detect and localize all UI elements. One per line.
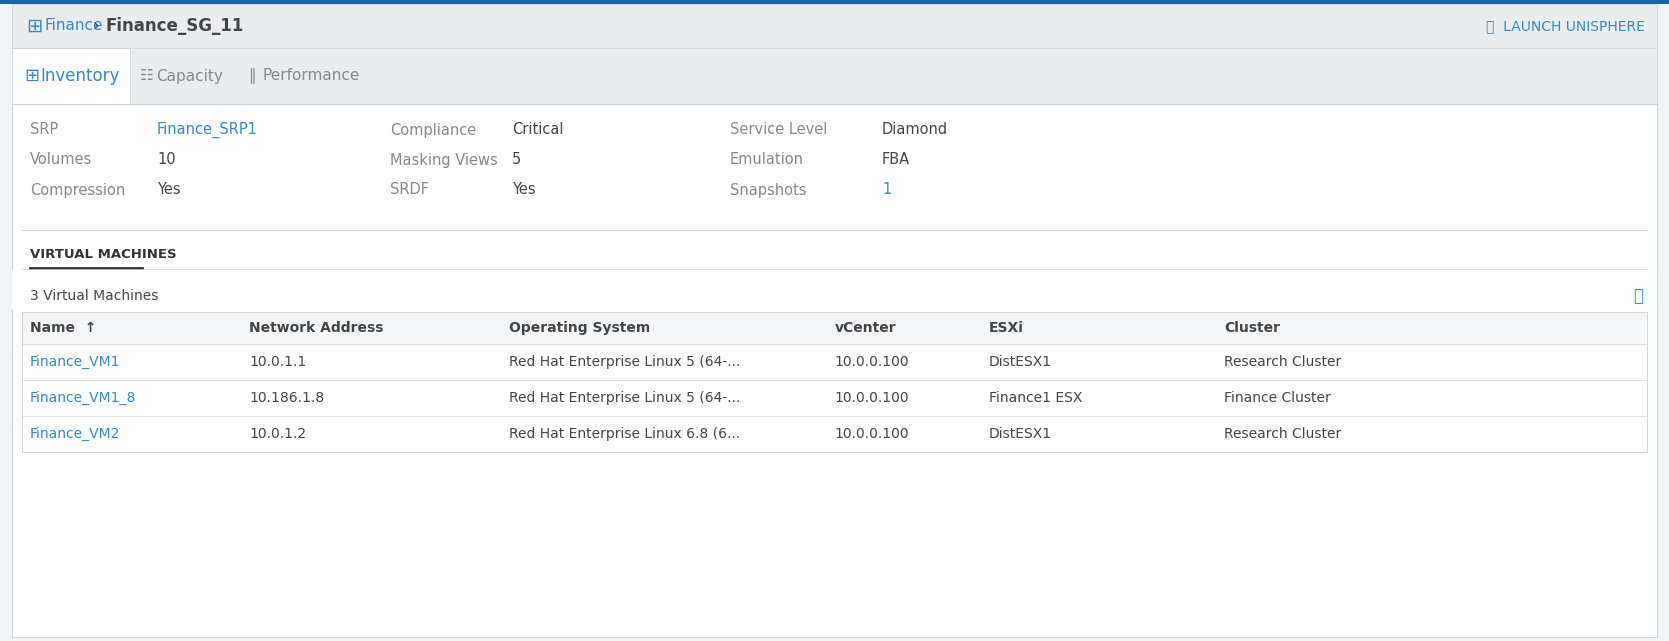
Text: Operating System: Operating System bbox=[509, 321, 651, 335]
Text: 5: 5 bbox=[512, 153, 521, 167]
Text: Cluster: Cluster bbox=[1225, 321, 1280, 335]
Text: ⧉  LAUNCH UNISPHERE: ⧉ LAUNCH UNISPHERE bbox=[1485, 19, 1646, 33]
Text: 10: 10 bbox=[157, 153, 175, 167]
Bar bbox=[12, 4, 1657, 48]
Text: Finance_VM1_8: Finance_VM1_8 bbox=[30, 391, 137, 405]
Text: ›: › bbox=[92, 17, 98, 35]
Bar bbox=[12, 48, 130, 104]
Text: Finance_VM1: Finance_VM1 bbox=[30, 355, 120, 369]
Bar bbox=[12, 48, 1657, 104]
Text: Masking Views: Masking Views bbox=[391, 153, 497, 167]
Text: Finance_SG_11: Finance_SG_11 bbox=[105, 17, 244, 35]
Text: Finance_SRP1: Finance_SRP1 bbox=[157, 122, 259, 138]
Text: Network Address: Network Address bbox=[249, 321, 384, 335]
Text: Performance: Performance bbox=[262, 69, 359, 83]
Bar bbox=[22, 416, 1647, 452]
Text: 10.0.0.100: 10.0.0.100 bbox=[834, 355, 910, 369]
Text: Yes: Yes bbox=[157, 183, 180, 197]
Text: 1: 1 bbox=[881, 183, 891, 197]
Text: Diamond: Diamond bbox=[881, 122, 948, 138]
Text: Finance Cluster: Finance Cluster bbox=[1225, 391, 1332, 405]
Text: vCenter: vCenter bbox=[834, 321, 896, 335]
Bar bbox=[12, 270, 1657, 310]
Text: Critical: Critical bbox=[512, 122, 564, 138]
Bar bbox=[22, 312, 1647, 344]
Text: Capacity: Capacity bbox=[155, 69, 224, 83]
Text: 3 Virtual Machines: 3 Virtual Machines bbox=[30, 289, 159, 303]
Text: Finance1 ESX: Finance1 ESX bbox=[988, 391, 1082, 405]
Text: Red Hat Enterprise Linux 6.8 (6...: Red Hat Enterprise Linux 6.8 (6... bbox=[509, 427, 741, 441]
Text: Name  ↑: Name ↑ bbox=[30, 321, 97, 335]
Bar bbox=[22, 344, 1647, 380]
Text: DistESX1: DistESX1 bbox=[988, 355, 1051, 369]
Text: 10.0.1.1: 10.0.1.1 bbox=[249, 355, 307, 369]
Text: Inventory: Inventory bbox=[40, 67, 120, 85]
Text: Finance_VM2: Finance_VM2 bbox=[30, 427, 120, 441]
Text: ☷: ☷ bbox=[140, 69, 154, 83]
Text: Research Cluster: Research Cluster bbox=[1225, 427, 1342, 441]
Text: 10.186.1.8: 10.186.1.8 bbox=[249, 391, 324, 405]
Text: SRDF: SRDF bbox=[391, 183, 429, 197]
Text: Finance: Finance bbox=[43, 19, 102, 33]
Text: DistESX1: DistESX1 bbox=[988, 427, 1051, 441]
Text: 10.0.0.100: 10.0.0.100 bbox=[834, 391, 910, 405]
Bar bbox=[22, 380, 1647, 416]
Text: ‖: ‖ bbox=[249, 68, 255, 84]
Text: SRP: SRP bbox=[30, 122, 58, 138]
Text: 10.0.0.100: 10.0.0.100 bbox=[834, 427, 910, 441]
Text: ⊞: ⊞ bbox=[23, 67, 38, 85]
Text: ⊞: ⊞ bbox=[27, 17, 42, 35]
Text: ⧉: ⧉ bbox=[1632, 287, 1642, 305]
Text: Service Level: Service Level bbox=[729, 122, 828, 138]
Text: ESXi: ESXi bbox=[988, 321, 1023, 335]
Bar bbox=[22, 312, 1647, 452]
Text: FBA: FBA bbox=[881, 153, 910, 167]
Text: Yes: Yes bbox=[512, 183, 536, 197]
Text: Compliance: Compliance bbox=[391, 122, 476, 138]
Text: Red Hat Enterprise Linux 5 (64-...: Red Hat Enterprise Linux 5 (64-... bbox=[509, 355, 741, 369]
Text: Volumes: Volumes bbox=[30, 153, 92, 167]
Text: 10.0.1.2: 10.0.1.2 bbox=[249, 427, 307, 441]
Text: Emulation: Emulation bbox=[729, 153, 804, 167]
Text: Snapshots: Snapshots bbox=[729, 183, 806, 197]
Text: Compression: Compression bbox=[30, 183, 125, 197]
Bar bbox=[0, 0, 1669, 4]
Text: VIRTUAL MACHINES: VIRTUAL MACHINES bbox=[30, 247, 177, 260]
Text: Red Hat Enterprise Linux 5 (64-...: Red Hat Enterprise Linux 5 (64-... bbox=[509, 391, 741, 405]
Text: Research Cluster: Research Cluster bbox=[1225, 355, 1342, 369]
